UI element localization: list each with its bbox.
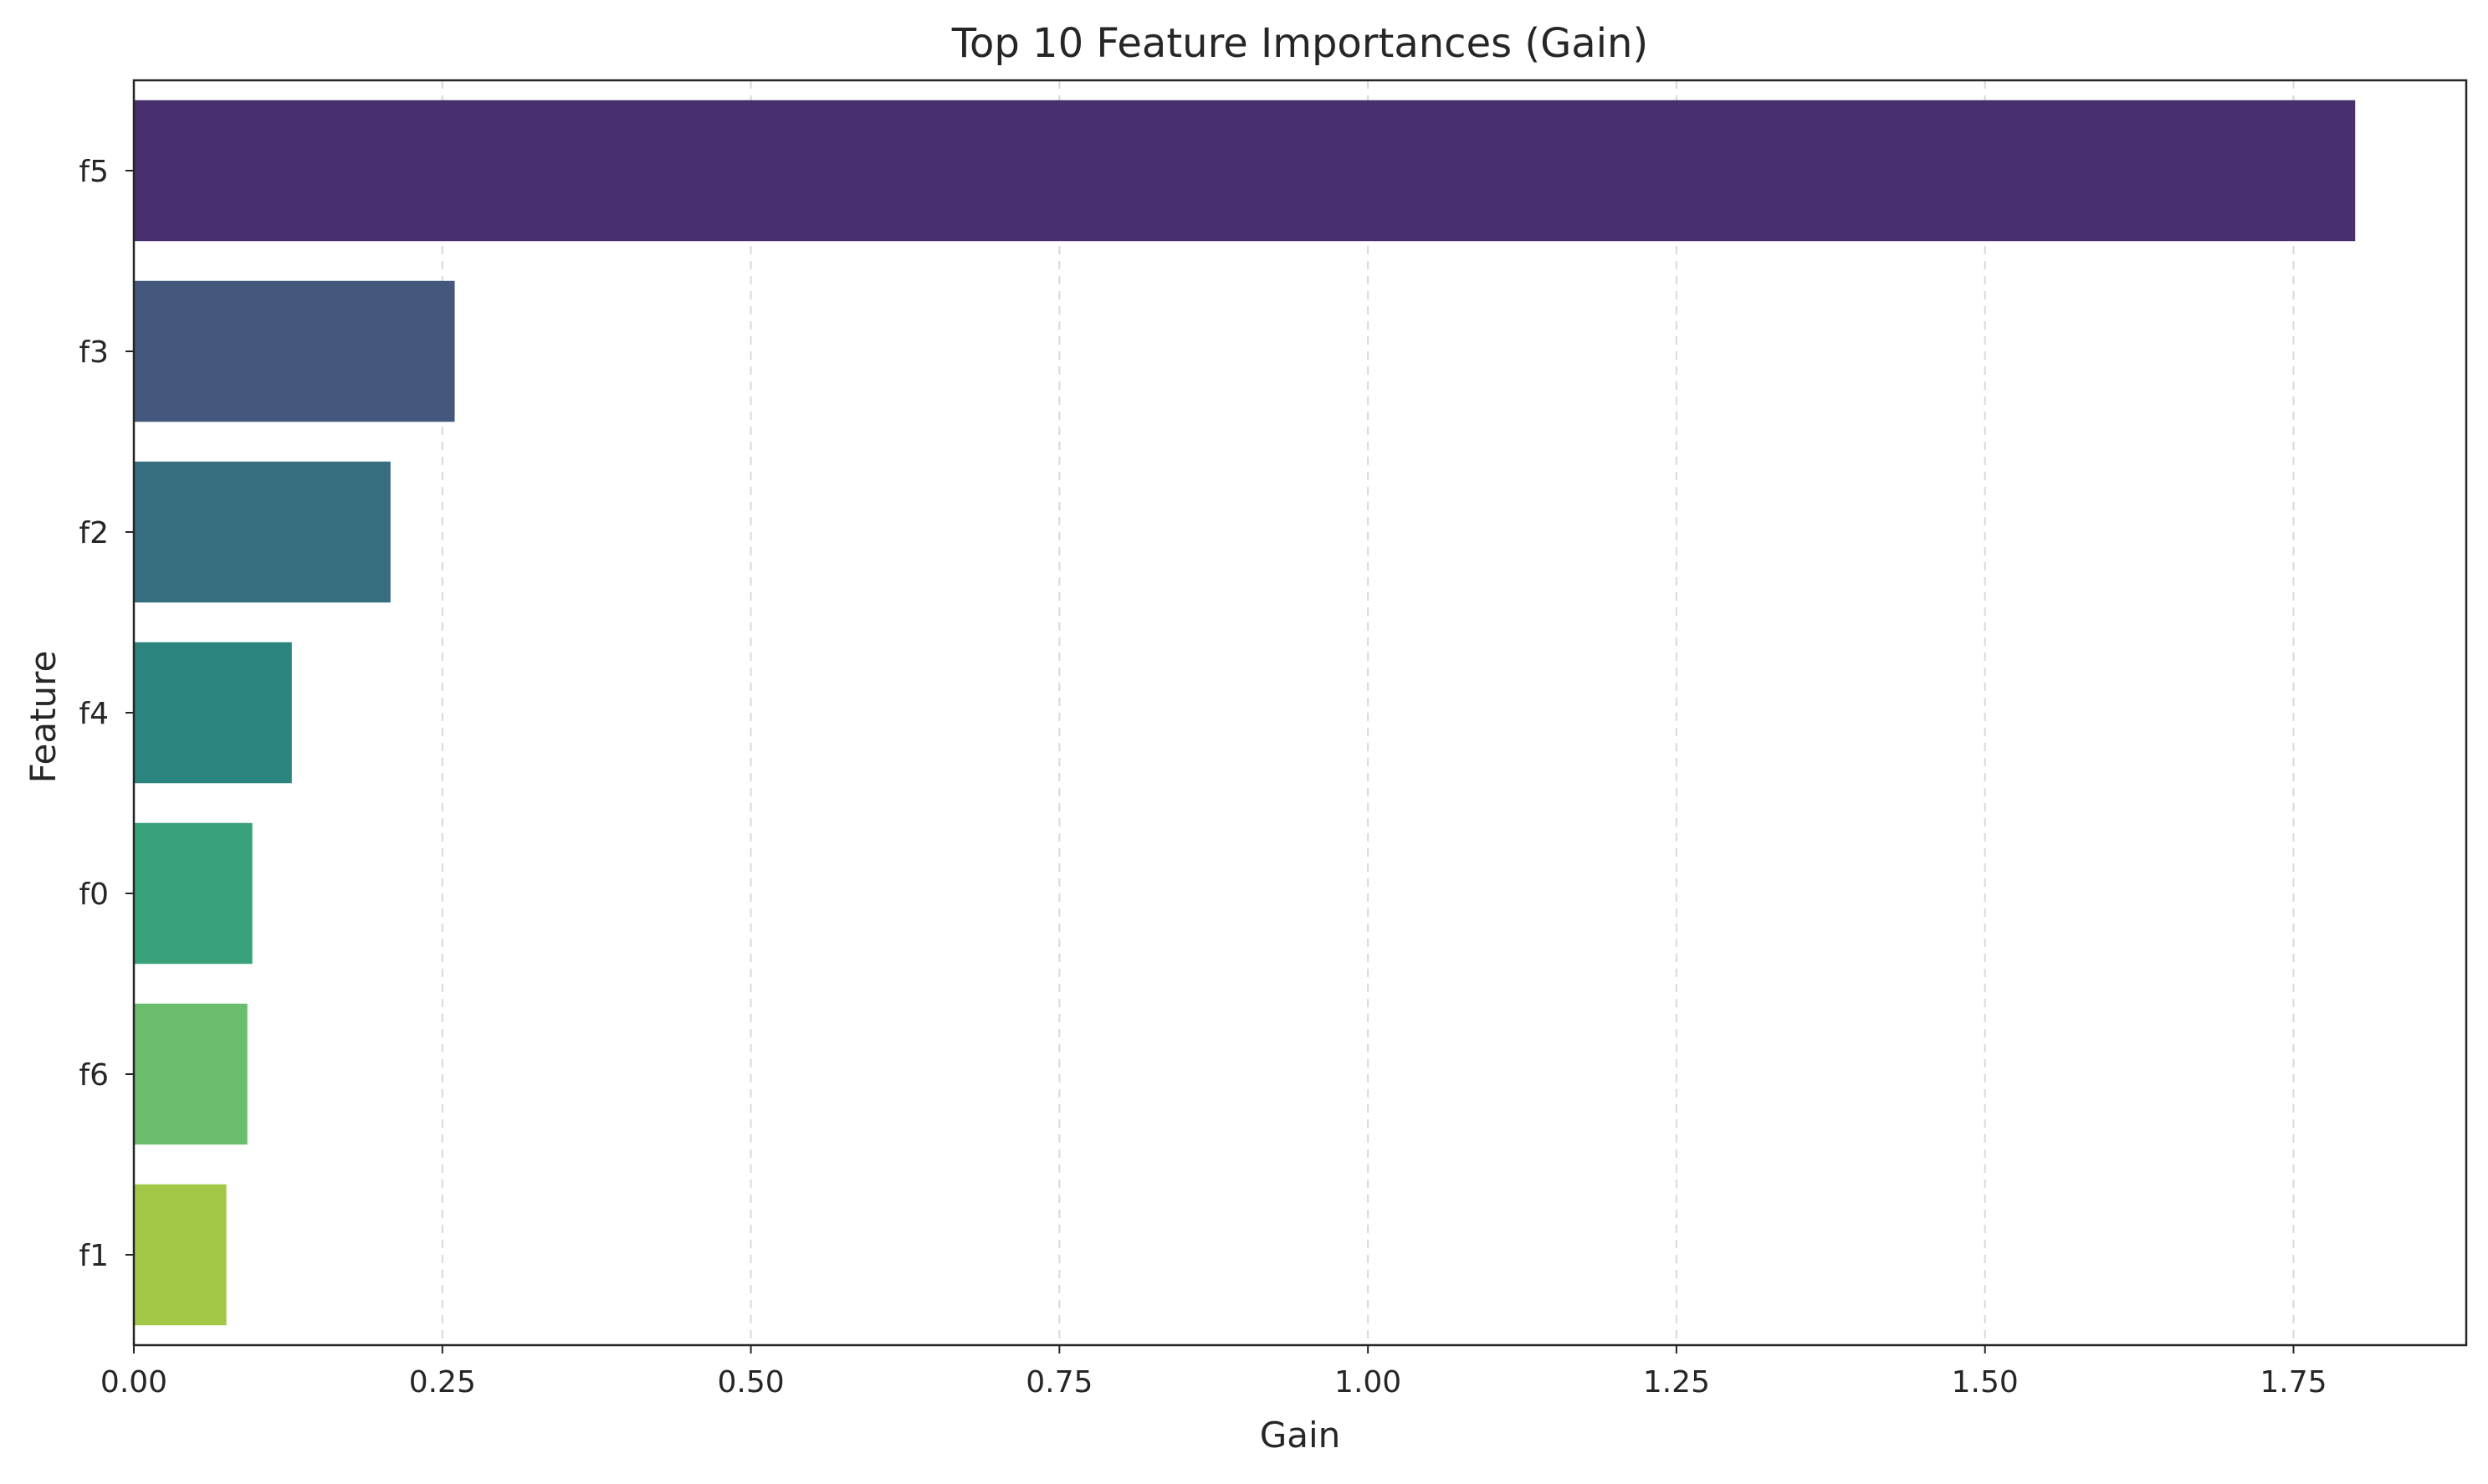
y-axis-ticks: f5 f3 f2 f4 f0 f6 f1 bbox=[79, 155, 134, 1273]
y-tick-label-f0: f0 bbox=[79, 878, 109, 912]
bar-f2 bbox=[134, 461, 391, 603]
y-tick-label-f5: f5 bbox=[79, 155, 109, 189]
x-axis-ticks: 0.00 0.25 0.50 0.75 1.00 1.25 1.50 1.75 bbox=[100, 1345, 2327, 1400]
x-tick-label: 0.75 bbox=[1026, 1365, 1093, 1400]
axes-frame bbox=[132, 79, 2468, 1347]
x-tick-label: 1.50 bbox=[1952, 1365, 2019, 1400]
bar-f4 bbox=[134, 642, 292, 784]
bar-f1 bbox=[134, 1184, 227, 1326]
y-tick-label-f2: f2 bbox=[79, 516, 109, 550]
bar-f5 bbox=[134, 100, 2356, 242]
bars bbox=[134, 100, 2356, 1326]
y-tick-label-f1: f1 bbox=[79, 1239, 109, 1273]
bar-f3 bbox=[134, 280, 455, 422]
x-tick-label: 0.50 bbox=[717, 1365, 784, 1400]
gridlines bbox=[441, 80, 2295, 1345]
chart-title: Top 10 Feature Importances (Gain) bbox=[951, 20, 1648, 67]
x-tick-label: 0.25 bbox=[409, 1365, 476, 1400]
bar-f6 bbox=[134, 1003, 248, 1145]
y-tick-label-f3: f3 bbox=[79, 335, 109, 370]
y-tick-label-f6: f6 bbox=[79, 1058, 109, 1093]
x-tick-label: 1.25 bbox=[1643, 1365, 1710, 1400]
bar-f0 bbox=[134, 822, 253, 965]
x-tick-label: 1.75 bbox=[2260, 1365, 2327, 1400]
y-axis-label: Feature bbox=[23, 651, 64, 784]
x-tick-label: 0.00 bbox=[100, 1365, 167, 1400]
x-tick-label: 1.00 bbox=[1334, 1365, 1401, 1400]
x-axis-label: Gain bbox=[1260, 1415, 1341, 1456]
y-tick-label-f4: f4 bbox=[79, 697, 109, 731]
